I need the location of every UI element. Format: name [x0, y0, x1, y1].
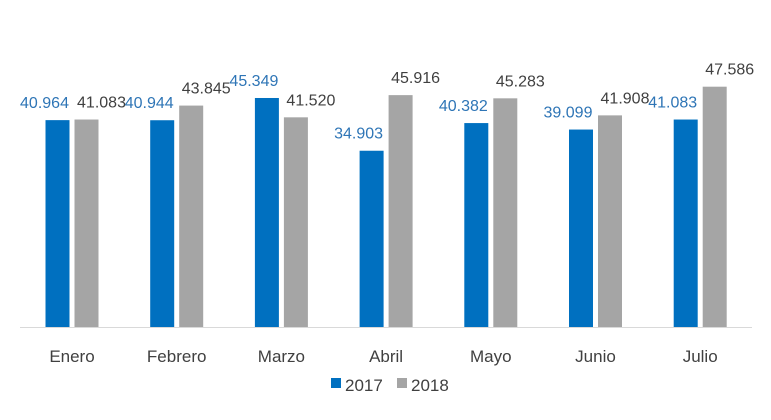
bar-2017-mayo — [464, 123, 489, 328]
bar-2018-junio — [598, 115, 622, 328]
data-label-2018-enero: 41.083 — [77, 95, 126, 112]
x-tick-label-abril: Abril — [369, 347, 403, 366]
data-label-2018-febrero: 43.845 — [182, 81, 231, 98]
bar-2018-mayo — [493, 98, 518, 327]
x-tick-label-junio: Junio — [575, 347, 616, 366]
bar-2018-julio — [702, 86, 727, 327]
data-label-2017-enero: 40.964 — [20, 95, 69, 112]
bar-2018-enero — [74, 119, 99, 327]
legend-label-2018: 2018 — [411, 376, 449, 395]
legend-label-2017: 2017 — [345, 376, 383, 395]
bar-2018-febrero — [179, 105, 204, 327]
data-label-2017-abril: 34.903 — [334, 126, 383, 143]
legend-swatch-2017 — [331, 378, 341, 388]
data-label-2018-abril: 45.916 — [391, 70, 440, 87]
data-label-2018-mayo: 45.283 — [496, 73, 545, 90]
bar-2017-junio — [569, 129, 593, 327]
x-tick-label-mayo: Mayo — [470, 347, 512, 366]
bar-2018-marzo — [283, 117, 308, 327]
bar-2017-marzo — [254, 97, 279, 327]
bar-2018-abril — [388, 95, 413, 327]
x-tick-label-julio: Julio — [683, 347, 718, 366]
data-label-2017-julio: 41.083 — [648, 95, 697, 112]
x-tick-label-febrero: Febrero — [147, 347, 207, 366]
x-tick-label-enero: Enero — [49, 347, 94, 366]
data-label-2017-junio: 39.099 — [544, 105, 593, 122]
data-label-2018-julio: 47.586 — [705, 62, 754, 79]
data-label-2018-junio: 41.908 — [601, 90, 650, 107]
data-label-2017-febrero: 40.944 — [125, 95, 174, 112]
bar-2017-abril — [359, 150, 384, 327]
bar-2017-enero — [45, 120, 70, 327]
x-tick-label-marzo: Marzo — [258, 347, 305, 366]
bar-2017-julio — [673, 119, 698, 327]
data-label-2017-marzo: 45.349 — [229, 73, 278, 90]
bar-2017-febrero — [150, 120, 175, 327]
legend-swatch-2018 — [397, 378, 407, 388]
data-label-2018-marzo: 41.520 — [286, 92, 335, 109]
data-label-2017-mayo: 40.382 — [439, 98, 488, 115]
